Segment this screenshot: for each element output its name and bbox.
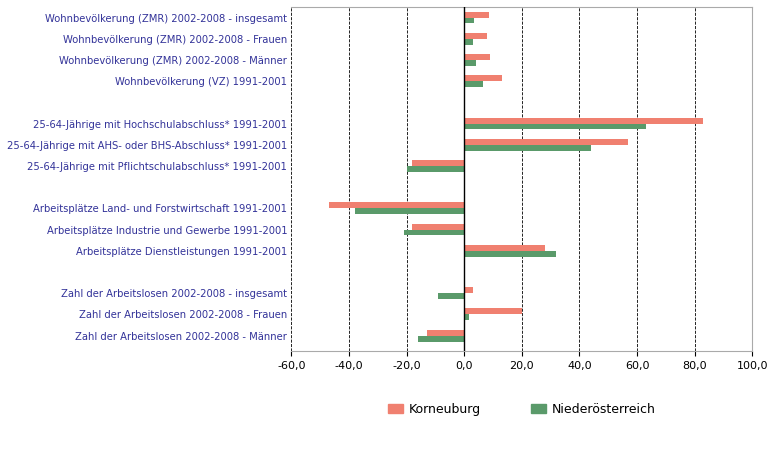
Bar <box>464 54 490 60</box>
Bar <box>412 223 464 229</box>
Bar <box>464 287 473 293</box>
Bar <box>439 293 464 299</box>
Bar <box>404 229 464 235</box>
Bar <box>464 17 474 23</box>
Bar <box>464 139 629 145</box>
Bar <box>464 39 473 45</box>
Bar <box>464 81 483 87</box>
Bar <box>464 11 489 17</box>
Bar <box>464 145 591 151</box>
Bar <box>464 308 522 314</box>
Bar <box>329 202 464 208</box>
Bar <box>427 329 464 335</box>
Bar <box>412 160 464 166</box>
Bar <box>464 123 646 129</box>
Legend: Korneuburg, Niederösterreich: Korneuburg, Niederösterreich <box>383 398 661 421</box>
Bar <box>464 245 545 251</box>
Bar <box>355 208 464 214</box>
Bar <box>464 251 556 257</box>
Bar <box>464 75 501 81</box>
Bar <box>464 117 704 123</box>
Bar <box>464 314 469 320</box>
Bar <box>418 335 464 341</box>
Bar <box>464 33 487 39</box>
Bar <box>407 166 464 172</box>
Bar <box>464 60 476 66</box>
